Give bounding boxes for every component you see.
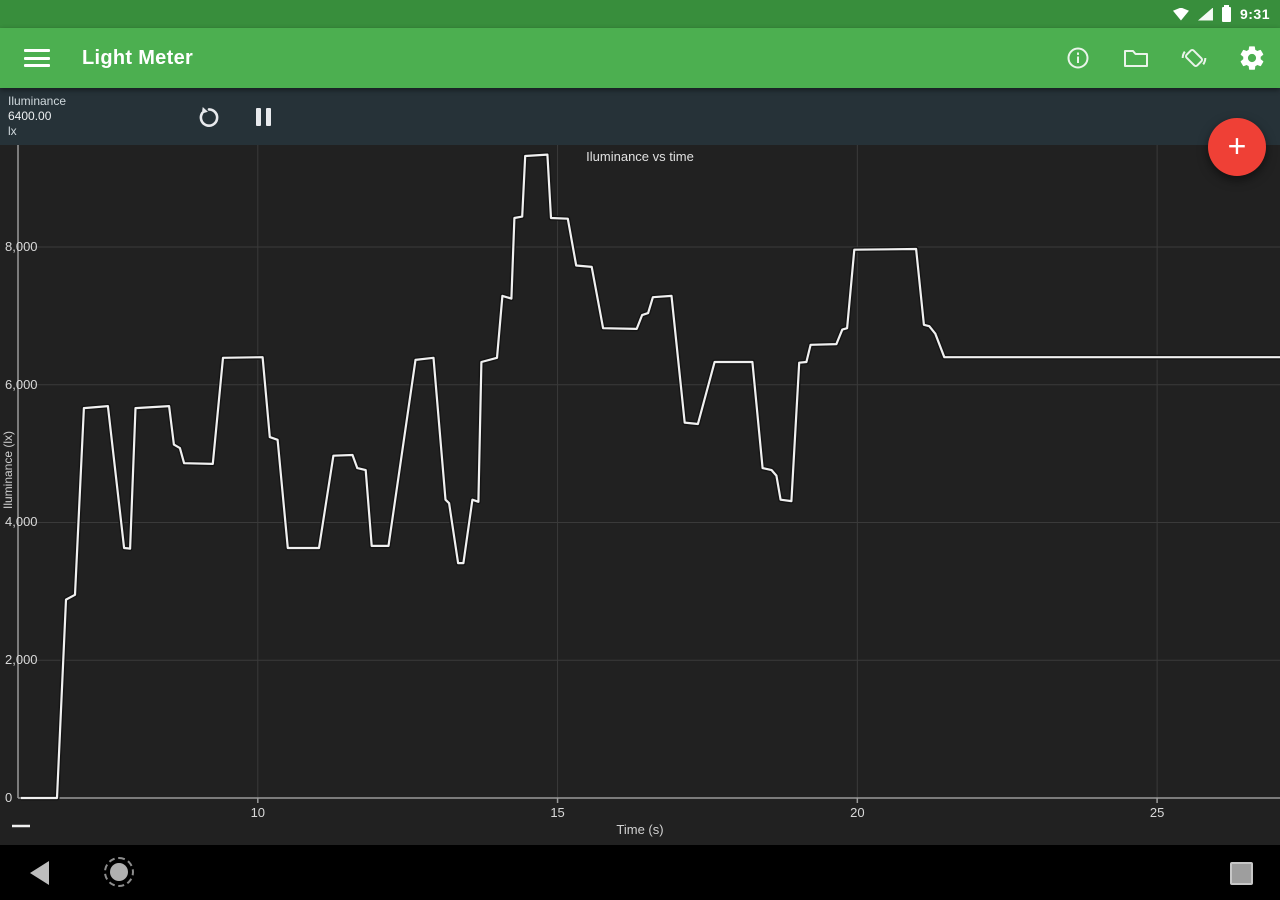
add-fab-button[interactable]: + [1208, 118, 1266, 176]
reset-icon [199, 106, 219, 127]
sensor-unit: lx [8, 124, 17, 138]
gear-icon [1240, 46, 1264, 70]
sensor-bar: Iluminance 6400.00 lx [0, 88, 1280, 145]
y-tick-label: 8,000 [5, 238, 38, 254]
info-icon [1067, 47, 1089, 69]
app-bar: Light Meter [0, 28, 1280, 88]
sensor-value: 6400.00 [8, 109, 52, 123]
x-tick-label: 15 [550, 805, 565, 820]
x-tick-label: 25 [1149, 805, 1165, 820]
series-line-halo [21, 152, 1280, 801]
info-button[interactable] [1064, 44, 1092, 72]
folder-button[interactable] [1122, 44, 1150, 72]
status-bar: 9:31 [0, 0, 1280, 28]
y-tick-label: 0 [5, 790, 13, 805]
back-button[interactable] [30, 861, 49, 885]
menu-button[interactable] [24, 49, 50, 67]
battery-icon [1221, 4, 1231, 22]
x-axis-title: Time (s) [616, 822, 664, 837]
y-tick-label: 4,000 [5, 514, 38, 530]
nav-bar [0, 845, 1280, 900]
pause-icon [255, 107, 261, 126]
reset-button[interactable] [195, 103, 223, 131]
y-tick-label: 6,000 [5, 376, 38, 392]
signal-icon [1197, 7, 1213, 21]
page-title: Light Meter [82, 46, 194, 69]
chart-title: Iluminance vs time [586, 149, 694, 164]
folder-icon [1124, 50, 1148, 67]
status-time: 9:31 [1239, 6, 1270, 22]
pause-icon [265, 107, 271, 126]
x-tick-label: 20 [850, 805, 865, 820]
y-tick-label: 2,000 [5, 652, 38, 668]
sensor-label: Iluminance [8, 94, 67, 108]
screen-rotation-icon [1181, 48, 1207, 68]
plus-icon: + [1227, 127, 1247, 164]
screen-rotation-button[interactable] [1180, 44, 1208, 72]
sensor-readout: Iluminance 6400.00 lx [8, 94, 66, 139]
home-icon [110, 863, 128, 881]
pause-button[interactable] [249, 103, 277, 131]
series-line [21, 153, 1280, 800]
recents-button[interactable] [1230, 862, 1253, 885]
illuminance-chart[interactable]: Iluminance vs time Time (s) Iluminance (… [0, 145, 1280, 845]
home-button[interactable] [104, 857, 134, 887]
chart-canvas [12, 145, 1280, 828]
x-tick-label: 10 [250, 805, 266, 820]
settings-button[interactable] [1238, 44, 1266, 72]
wifi-icon [1172, 7, 1189, 21]
